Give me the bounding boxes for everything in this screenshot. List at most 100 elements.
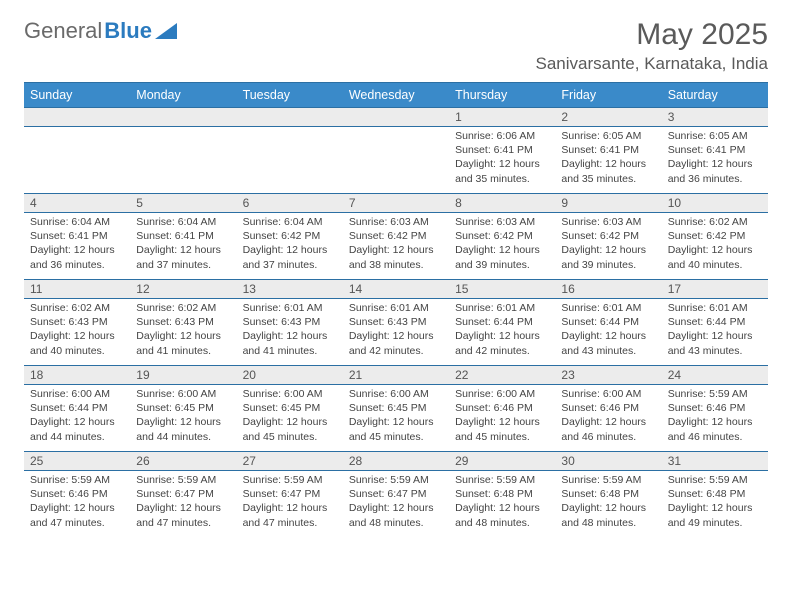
daylight-text: Daylight: 12 hours and 37 minutes. [243, 243, 337, 271]
day-info: Sunrise: 6:05 AMSunset: 6:41 PMDaylight:… [555, 127, 661, 193]
weekday-header: Friday [555, 83, 661, 108]
day-info [130, 127, 236, 193]
daylight-text: Daylight: 12 hours and 45 minutes. [243, 415, 337, 443]
sunset-text: Sunset: 6:45 PM [243, 401, 337, 415]
day-info: Sunrise: 6:04 AMSunset: 6:41 PMDaylight:… [24, 213, 130, 279]
day-info: Sunrise: 5:59 AMSunset: 6:47 PMDaylight:… [343, 471, 449, 537]
day-info: Sunrise: 6:00 AMSunset: 6:45 PMDaylight:… [130, 385, 236, 451]
daylight-text: Daylight: 12 hours and 44 minutes. [136, 415, 230, 443]
sunset-text: Sunset: 6:46 PM [561, 401, 655, 415]
day-info: Sunrise: 5:59 AMSunset: 6:46 PMDaylight:… [662, 385, 768, 451]
sunset-text: Sunset: 6:42 PM [455, 229, 549, 243]
daylight-text: Daylight: 12 hours and 47 minutes. [30, 501, 124, 529]
day-number: 2 [555, 108, 661, 126]
day-info [24, 127, 130, 193]
header: GeneralBlue May 2025 Sanivarsante, Karna… [24, 18, 768, 74]
day-info [237, 127, 343, 193]
day-number: 17 [662, 280, 768, 298]
day-info: Sunrise: 6:01 AMSunset: 6:43 PMDaylight:… [343, 299, 449, 365]
daylight-text: Daylight: 12 hours and 35 minutes. [455, 157, 549, 185]
sunset-text: Sunset: 6:45 PM [349, 401, 443, 415]
calendar-body: 123Sunrise: 6:06 AMSunset: 6:41 PMDaylig… [24, 108, 768, 538]
day-info: Sunrise: 6:02 AMSunset: 6:43 PMDaylight:… [130, 299, 236, 365]
daylight-text: Daylight: 12 hours and 42 minutes. [349, 329, 443, 357]
title-block: May 2025 Sanivarsante, Karnataka, India [536, 18, 768, 74]
day-info: Sunrise: 6:01 AMSunset: 6:44 PMDaylight:… [555, 299, 661, 365]
daylight-text: Daylight: 12 hours and 38 minutes. [349, 243, 443, 271]
day-number: 18 [24, 366, 130, 384]
day-info: Sunrise: 6:06 AMSunset: 6:41 PMDaylight:… [449, 127, 555, 193]
sunset-text: Sunset: 6:43 PM [136, 315, 230, 329]
daylight-text: Daylight: 12 hours and 49 minutes. [668, 501, 762, 529]
day-number [343, 108, 449, 126]
sunset-text: Sunset: 6:43 PM [349, 315, 443, 329]
day-info: Sunrise: 6:00 AMSunset: 6:45 PMDaylight:… [343, 385, 449, 451]
day-info-row: Sunrise: 6:00 AMSunset: 6:44 PMDaylight:… [24, 385, 768, 452]
day-number: 21 [343, 366, 449, 384]
day-number: 11 [24, 280, 130, 298]
sunset-text: Sunset: 6:46 PM [668, 401, 762, 415]
day-info: Sunrise: 6:01 AMSunset: 6:44 PMDaylight:… [662, 299, 768, 365]
day-info: Sunrise: 5:59 AMSunset: 6:47 PMDaylight:… [237, 471, 343, 537]
day-number [130, 108, 236, 126]
day-number: 31 [662, 452, 768, 470]
sunset-text: Sunset: 6:48 PM [668, 487, 762, 501]
day-number-row: 18192021222324 [24, 366, 768, 385]
sunset-text: Sunset: 6:46 PM [30, 487, 124, 501]
daylight-text: Daylight: 12 hours and 36 minutes. [668, 157, 762, 185]
sunrise-text: Sunrise: 5:59 AM [136, 473, 230, 487]
sunrise-text: Sunrise: 5:59 AM [243, 473, 337, 487]
sunset-text: Sunset: 6:41 PM [668, 143, 762, 157]
weekday-header: Tuesday [237, 83, 343, 108]
day-number: 25 [24, 452, 130, 470]
weekday-header: Wednesday [343, 83, 449, 108]
logo: GeneralBlue [24, 18, 177, 44]
sunset-text: Sunset: 6:47 PM [349, 487, 443, 501]
day-number: 7 [343, 194, 449, 212]
daylight-text: Daylight: 12 hours and 35 minutes. [561, 157, 655, 185]
day-info: Sunrise: 6:03 AMSunset: 6:42 PMDaylight:… [449, 213, 555, 279]
sunrise-text: Sunrise: 5:59 AM [455, 473, 549, 487]
sunrise-text: Sunrise: 5:59 AM [30, 473, 124, 487]
sunset-text: Sunset: 6:44 PM [561, 315, 655, 329]
day-number [237, 108, 343, 126]
sunset-text: Sunset: 6:44 PM [668, 315, 762, 329]
logo-triangle-icon [155, 23, 177, 39]
sunset-text: Sunset: 6:46 PM [455, 401, 549, 415]
sunrise-text: Sunrise: 5:59 AM [349, 473, 443, 487]
sunset-text: Sunset: 6:41 PM [455, 143, 549, 157]
logo-text-general: General [24, 18, 102, 44]
daylight-text: Daylight: 12 hours and 47 minutes. [243, 501, 337, 529]
sunrise-text: Sunrise: 6:00 AM [243, 387, 337, 401]
day-number: 14 [343, 280, 449, 298]
sunrise-text: Sunrise: 6:00 AM [136, 387, 230, 401]
sunset-text: Sunset: 6:48 PM [561, 487, 655, 501]
day-number: 20 [237, 366, 343, 384]
daylight-text: Daylight: 12 hours and 42 minutes. [455, 329, 549, 357]
daylight-text: Daylight: 12 hours and 39 minutes. [455, 243, 549, 271]
day-number: 1 [449, 108, 555, 126]
daylight-text: Daylight: 12 hours and 36 minutes. [30, 243, 124, 271]
sunrise-text: Sunrise: 6:06 AM [455, 129, 549, 143]
calendar-table: Sunday Monday Tuesday Wednesday Thursday… [24, 82, 768, 537]
day-info: Sunrise: 6:00 AMSunset: 6:44 PMDaylight:… [24, 385, 130, 451]
sunset-text: Sunset: 6:43 PM [30, 315, 124, 329]
day-number: 19 [130, 366, 236, 384]
day-info-row: Sunrise: 6:02 AMSunset: 6:43 PMDaylight:… [24, 299, 768, 366]
day-number: 27 [237, 452, 343, 470]
day-info: Sunrise: 6:05 AMSunset: 6:41 PMDaylight:… [662, 127, 768, 193]
sunrise-text: Sunrise: 6:01 AM [561, 301, 655, 315]
sunset-text: Sunset: 6:47 PM [243, 487, 337, 501]
daylight-text: Daylight: 12 hours and 47 minutes. [136, 501, 230, 529]
sunset-text: Sunset: 6:42 PM [668, 229, 762, 243]
daylight-text: Daylight: 12 hours and 39 minutes. [561, 243, 655, 271]
sunrise-text: Sunrise: 6:01 AM [668, 301, 762, 315]
day-number: 8 [449, 194, 555, 212]
weekday-header: Saturday [662, 83, 768, 108]
daylight-text: Daylight: 12 hours and 46 minutes. [668, 415, 762, 443]
day-number: 13 [237, 280, 343, 298]
daylight-text: Daylight: 12 hours and 44 minutes. [30, 415, 124, 443]
day-number: 28 [343, 452, 449, 470]
sunset-text: Sunset: 6:41 PM [30, 229, 124, 243]
sunrise-text: Sunrise: 6:01 AM [349, 301, 443, 315]
